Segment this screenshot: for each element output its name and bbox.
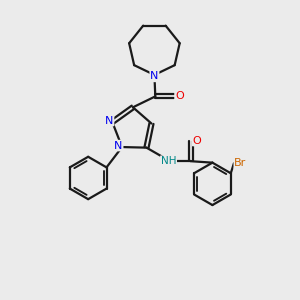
Text: Br: Br xyxy=(234,158,247,168)
Text: NH: NH xyxy=(161,156,176,166)
Text: N: N xyxy=(105,116,114,126)
Text: O: O xyxy=(193,136,202,146)
Text: N: N xyxy=(114,141,123,151)
Text: O: O xyxy=(175,92,184,101)
Text: N: N xyxy=(150,71,159,81)
